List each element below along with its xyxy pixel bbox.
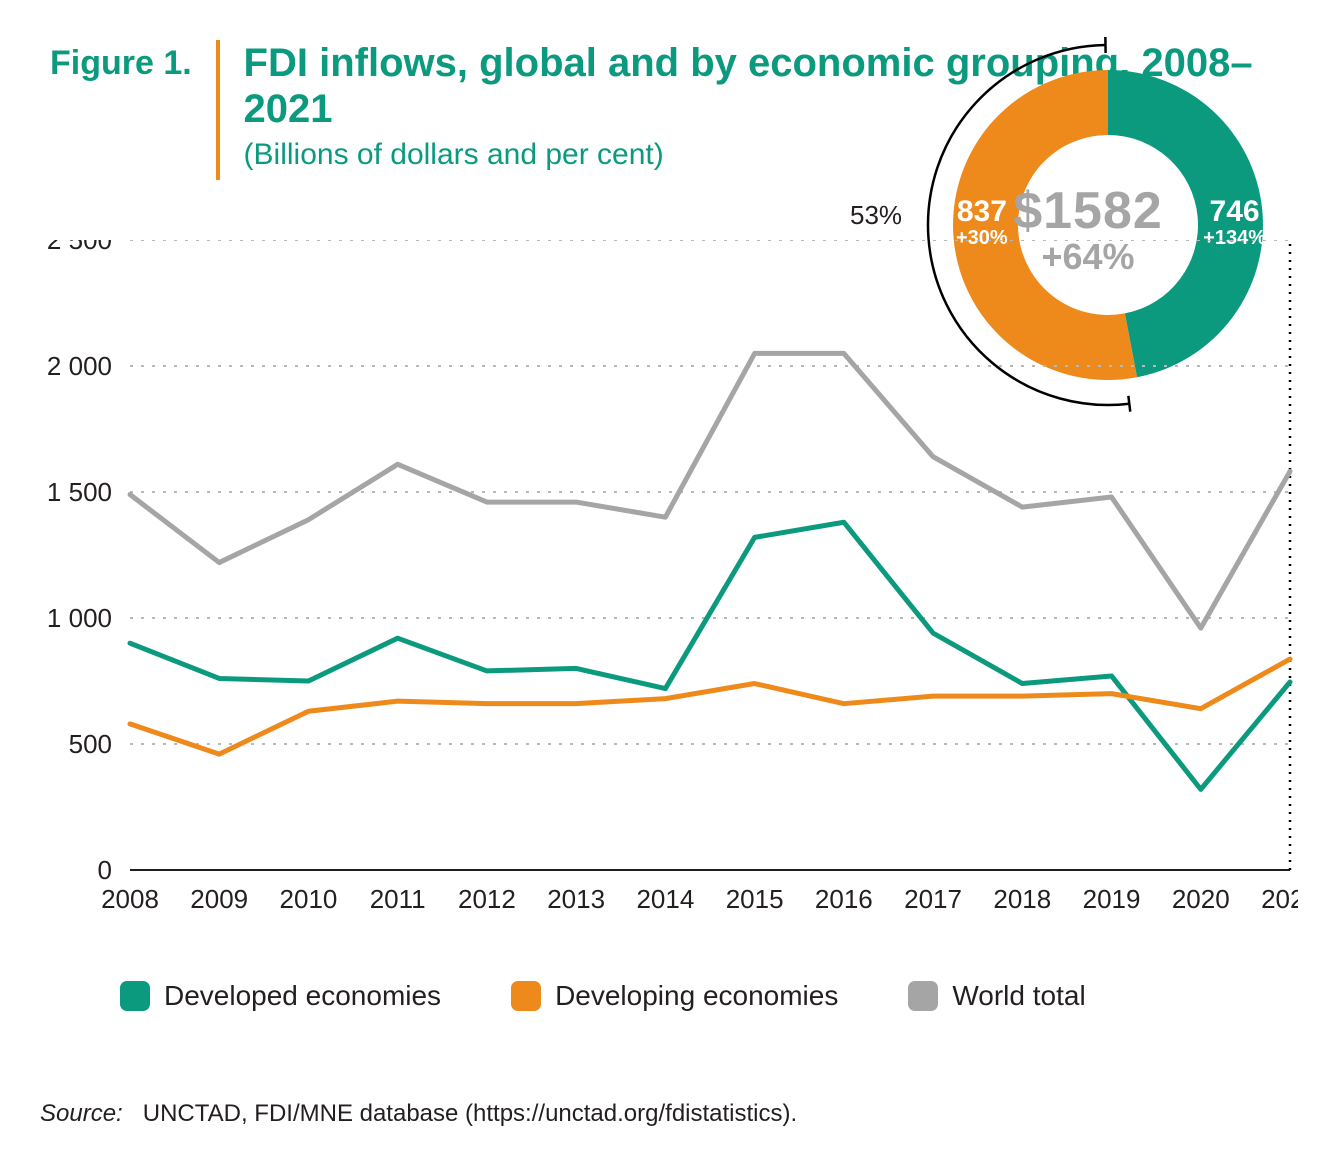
line-chart-svg: 0 500 1 000 1 500 2 000 2 500 2008 2009 2010 2011… [40, 240, 1298, 940]
svg-text:2009: 2009 [190, 884, 248, 914]
svg-text:2010: 2010 [280, 884, 338, 914]
svg-text:2013: 2013 [547, 884, 605, 914]
legend-label: Developing economies [555, 980, 838, 1012]
figure-container: Figure 1. FDI inflows, global and by eco… [0, 0, 1338, 1160]
svg-text:2017: 2017 [904, 884, 962, 914]
svg-text:0: 0 [98, 855, 112, 885]
svg-text:2021: 2021 [1261, 884, 1298, 914]
svg-text:2018: 2018 [993, 884, 1051, 914]
legend-swatch [908, 981, 938, 1011]
svg-text:2 500: 2 500 [47, 240, 112, 255]
svg-text:2008: 2008 [101, 884, 159, 914]
source-label: Source: [40, 1100, 123, 1127]
donut-outer-arc-pct: 53% [850, 200, 902, 231]
svg-text:1 500: 1 500 [47, 477, 112, 507]
donut-slice-value: 837 [956, 196, 1008, 228]
donut-slice-value: 746 [1203, 196, 1266, 228]
legend-swatch [511, 981, 541, 1011]
svg-text:2 000: 2 000 [47, 351, 112, 381]
legend-item-developed: Developed economies [120, 980, 441, 1012]
heading-divider [216, 40, 220, 180]
svg-text:2020: 2020 [1172, 884, 1230, 914]
source-text: UNCTAD, FDI/MNE database (https://unctad… [143, 1100, 797, 1127]
svg-text:2014: 2014 [636, 884, 694, 914]
donut-total-value: $1582 [1013, 185, 1163, 237]
legend-label: Developed economies [164, 980, 441, 1012]
svg-text:2015: 2015 [726, 884, 784, 914]
svg-text:2016: 2016 [815, 884, 873, 914]
legend-item-world: World total [908, 980, 1085, 1012]
figure-number: Figure 1. [50, 40, 192, 83]
svg-text:2019: 2019 [1083, 884, 1141, 914]
svg-text:2012: 2012 [458, 884, 516, 914]
svg-text:2011: 2011 [370, 884, 426, 914]
svg-text:1 000: 1 000 [47, 603, 112, 633]
legend-label: World total [952, 980, 1085, 1012]
legend: Developed economies Developing economies… [120, 980, 1086, 1012]
line-chart: 0 500 1 000 1 500 2 000 2 500 2008 2009 2010 2011… [40, 240, 1298, 940]
source-line: Source: UNCTAD, FDI/MNE database (https:… [40, 1100, 797, 1128]
legend-item-developing: Developing economies [511, 980, 838, 1012]
legend-swatch [120, 981, 150, 1011]
svg-text:500: 500 [69, 729, 112, 759]
